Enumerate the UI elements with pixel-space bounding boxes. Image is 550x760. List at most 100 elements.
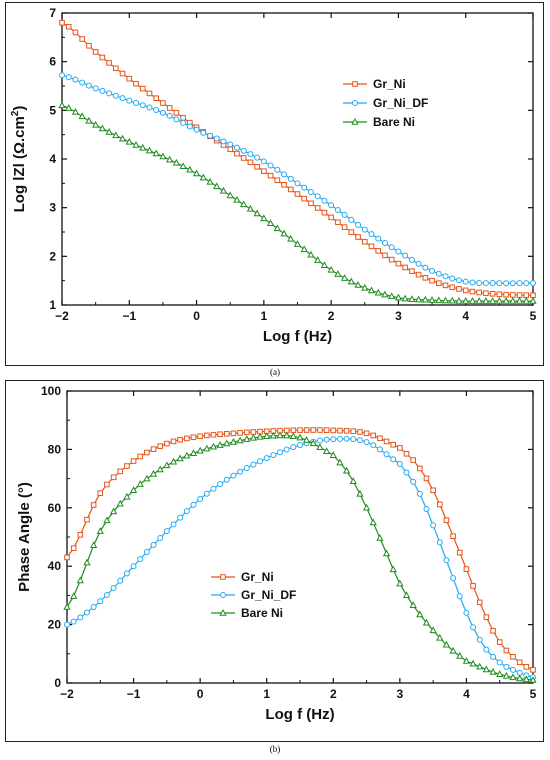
data-point: [293, 240, 302, 247]
x-tick-label: 4: [462, 309, 469, 323]
data-point: [409, 268, 415, 274]
x-tick-label: 2: [330, 687, 337, 701]
data-point: [197, 496, 204, 503]
data-point: [85, 116, 93, 124]
data-point: [79, 79, 86, 86]
data-point: [58, 101, 66, 109]
data-point: [329, 451, 337, 458]
data-point: [276, 431, 284, 439]
data-point: [429, 626, 437, 634]
data-point: [429, 277, 435, 284]
data-point: [496, 280, 503, 287]
data-point: [137, 453, 144, 460]
data-point: [456, 651, 464, 659]
data-point: [314, 256, 322, 263]
data-point: [157, 443, 163, 449]
data-point: [374, 288, 382, 296]
data-point: [104, 481, 110, 488]
data-point: [314, 193, 321, 200]
data-point: [150, 541, 157, 548]
data-point: [109, 507, 118, 515]
data-point: [421, 295, 429, 303]
data-point: [199, 173, 207, 181]
data-point: [495, 297, 503, 304]
data-point: [281, 171, 288, 178]
data-point: [482, 665, 491, 673]
data-point: [503, 663, 510, 670]
data-point: [297, 442, 303, 449]
data-point: [117, 468, 124, 475]
data-point: [139, 85, 146, 92]
series-gr-ni-df: [64, 435, 536, 681]
data-point: [227, 146, 234, 153]
data-point: [117, 577, 124, 584]
data-point: [496, 639, 503, 645]
data-point: [475, 297, 483, 304]
data-point: [381, 290, 389, 298]
x-tick-label: 5: [530, 309, 537, 323]
data-point: [76, 576, 84, 584]
data-point: [164, 440, 170, 447]
data-point: [395, 260, 402, 267]
data-point: [240, 147, 247, 154]
data-point: [71, 107, 80, 115]
data-point: [509, 673, 517, 681]
x-axis-title: Log f (Hz): [263, 328, 332, 345]
series-gr-ni: [64, 427, 536, 673]
data-point: [383, 451, 390, 458]
data-point: [443, 557, 450, 564]
data-point: [190, 434, 197, 441]
data-point: [375, 248, 382, 254]
data-point: [522, 297, 530, 304]
data-point: [363, 439, 370, 446]
data-point: [356, 489, 364, 497]
data-point: [443, 517, 450, 524]
legend-label: Gr_Ni_DF: [373, 96, 428, 110]
legend-label: Gr_Ni_DF: [241, 588, 296, 602]
data-point: [449, 646, 457, 654]
data-point: [183, 451, 191, 459]
data-point: [145, 146, 154, 154]
data-point: [263, 432, 271, 439]
data-point: [72, 76, 79, 83]
data-point: [160, 100, 166, 106]
data-point: [489, 290, 496, 297]
data-point: [383, 438, 390, 445]
data-point: [376, 534, 384, 541]
data-point: [348, 216, 355, 223]
data-point: [330, 427, 337, 434]
data-point: [463, 566, 470, 572]
data-point: [297, 427, 303, 433]
legend-entry: Gr_Ni_DF: [211, 588, 296, 602]
legend-marker: [352, 100, 358, 106]
data-point: [173, 116, 180, 123]
data-point: [397, 445, 403, 451]
x-tick-label: 3: [397, 687, 404, 701]
data-point: [92, 49, 99, 55]
data-point: [243, 429, 250, 436]
data-point: [63, 603, 71, 610]
y-tick-label: 80: [48, 442, 62, 456]
panel-a: −2 −1 0 1 2 3 4 5 1 2 3 4 5 6 7 Log f (Hz) Log lZl (Ω.cm…: [5, 2, 544, 366]
x-tick-label: −1: [127, 687, 141, 701]
data-point: [503, 280, 510, 287]
data-point: [415, 271, 422, 278]
data-point: [422, 618, 431, 626]
data-point: [223, 439, 231, 447]
data-point: [146, 90, 153, 97]
data-point: [77, 532, 84, 538]
data-point: [85, 82, 92, 89]
data-point: [449, 275, 456, 282]
data-point: [89, 541, 98, 549]
data-point: [476, 279, 483, 286]
data-point: [163, 461, 171, 469]
data-point: [367, 286, 376, 294]
y-tick-label: 100: [41, 384, 61, 398]
data-point: [70, 545, 77, 551]
data-point: [237, 430, 243, 436]
legend-label: Gr_Ni: [373, 77, 406, 91]
chart-b-svg: −2 −1 0 1 2 3 4 5 0 20 40 60 80 100 Log f (Hz) Phase An…: [16, 384, 537, 723]
x-tick-label: 2: [328, 309, 335, 323]
data-point: [203, 444, 211, 452]
data-point: [70, 592, 78, 599]
